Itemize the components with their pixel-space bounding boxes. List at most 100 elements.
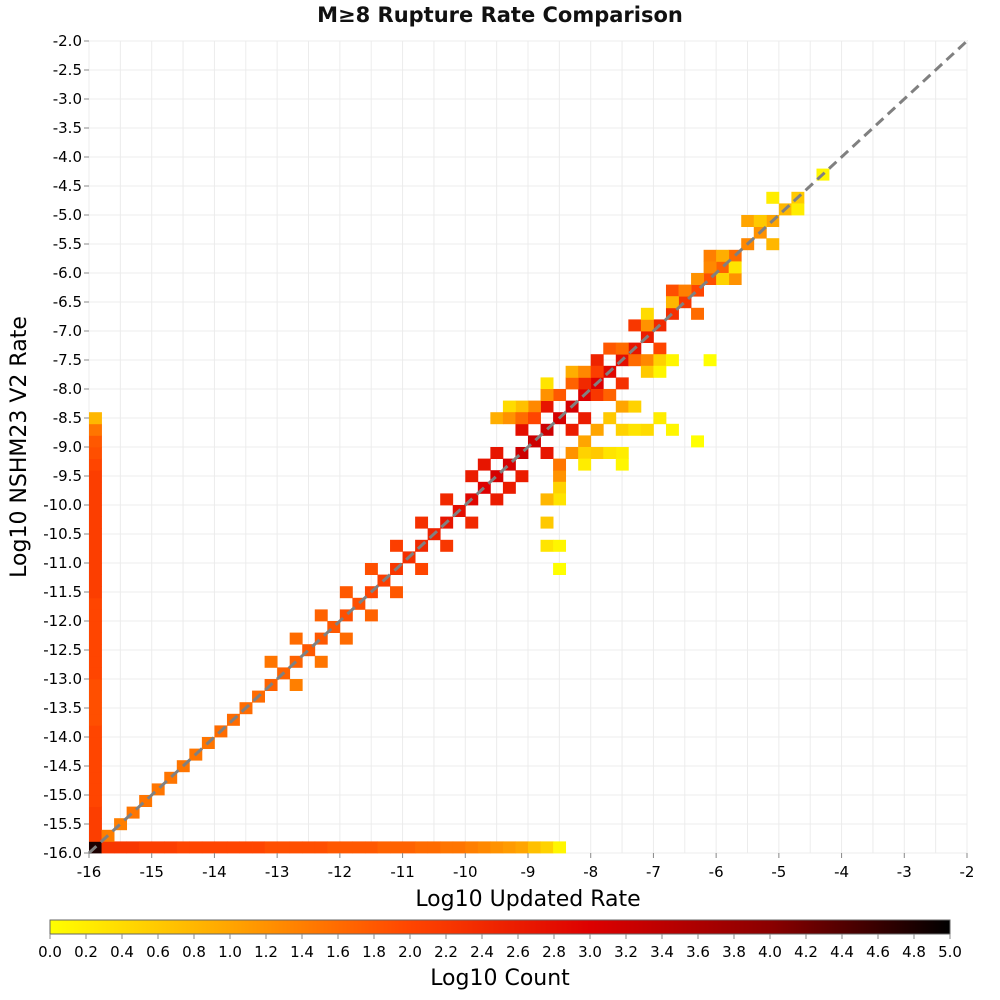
colorbar-tick-label: 0.0 bbox=[38, 943, 62, 961]
heatmap-cell bbox=[440, 493, 454, 506]
heatmap-cell bbox=[653, 365, 667, 378]
heatmap-cell bbox=[89, 795, 102, 807]
heatmap-cell bbox=[89, 829, 102, 842]
y-tick-label: -12.5 bbox=[43, 641, 82, 659]
heatmap-cell bbox=[502, 400, 516, 413]
heatmap-cell bbox=[553, 481, 567, 494]
heatmap-cell bbox=[540, 841, 554, 854]
heatmap-cell bbox=[665, 423, 679, 436]
reference-diagonal-line bbox=[87, 39, 969, 855]
heatmap-cell bbox=[703, 261, 717, 274]
colorbar bbox=[49, 919, 951, 935]
heatmap-cell bbox=[364, 609, 378, 622]
heatmap-cell bbox=[490, 447, 504, 459]
heatmap-cell bbox=[176, 841, 190, 854]
heatmap-cell bbox=[252, 841, 265, 854]
y-tick-label: -5.5 bbox=[53, 235, 82, 253]
heatmap-cell bbox=[766, 238, 780, 251]
heatmap-cell bbox=[528, 841, 541, 854]
heatmap-cell bbox=[302, 841, 316, 854]
heatmap-cell bbox=[465, 470, 479, 483]
heatmap-cell bbox=[415, 516, 429, 529]
heatmap-cell bbox=[314, 841, 328, 854]
heatmap-cell bbox=[590, 354, 604, 367]
heatmap-cell bbox=[89, 655, 102, 668]
y-tick-label: -9.5 bbox=[53, 467, 82, 485]
x-tick-label: -3 bbox=[897, 863, 912, 881]
y-tick-label: -2.0 bbox=[53, 32, 82, 50]
heatmap-cell bbox=[578, 435, 592, 448]
heatmap-cell bbox=[289, 632, 303, 645]
heatmap-cell bbox=[89, 563, 102, 575]
heatmap-cell bbox=[653, 342, 667, 355]
heatmap-cell bbox=[139, 841, 153, 854]
heatmap-cell bbox=[528, 412, 541, 425]
heatmap-cell bbox=[364, 841, 378, 854]
heatmap-cell bbox=[753, 215, 767, 227]
x-axis-ticks: -16 -15 -14 -13 -12 -11 -10 -9 -8 -7 -6 -5 -4 -3 -2 bbox=[77, 853, 975, 881]
heatmap-cell bbox=[390, 841, 403, 854]
heatmap-cell bbox=[640, 319, 654, 332]
heatmap-cell bbox=[553, 539, 567, 552]
x-tick-label: -14 bbox=[202, 863, 227, 881]
colorbar-ticks: 0.0 0.2 0.4 0.6 0.8 1.0 1.2 1.4 1.6 1.8 2.0 2.2 2.4 2… bbox=[38, 934, 962, 961]
heatmap-cell bbox=[89, 435, 102, 448]
colorbar-tick-label: 3.2 bbox=[614, 943, 638, 961]
heatmap-cell bbox=[314, 655, 328, 668]
heatmap-cell bbox=[502, 841, 516, 854]
x-tick-label: -2 bbox=[960, 863, 975, 881]
heatmap-cell bbox=[264, 655, 278, 668]
heatmap-cell bbox=[603, 447, 617, 459]
heatmap-cell bbox=[239, 841, 253, 854]
heatmap-cell bbox=[89, 713, 102, 726]
heatmap-cell bbox=[640, 307, 654, 320]
heatmap-cell bbox=[540, 493, 554, 506]
heatmap-cell bbox=[603, 389, 617, 401]
heatmap-cell bbox=[339, 841, 353, 854]
heatmap-cell bbox=[540, 389, 554, 401]
heatmap-cell bbox=[465, 516, 479, 529]
heatmap-cell bbox=[114, 841, 128, 854]
heatmap-cell bbox=[89, 818, 102, 831]
heatmap-cell bbox=[339, 632, 353, 645]
y-axis-ticks: -2.0 -2.5 -3.0 -3.5 -4.0 -4.5 -5.0 -5.5 -6.0 -6.5… bbox=[43, 32, 89, 862]
heatmap-cell bbox=[628, 423, 642, 436]
heatmap-cell bbox=[415, 563, 429, 575]
heatmap-cell bbox=[490, 841, 504, 854]
heatmap-cell bbox=[716, 249, 730, 262]
heatmap-cell bbox=[440, 841, 454, 854]
heatmap-cell bbox=[590, 365, 604, 378]
y-tick-label: -10.5 bbox=[43, 525, 82, 543]
heatmap-cell bbox=[89, 539, 102, 552]
colorbar-tick-label: 5.0 bbox=[938, 943, 962, 961]
heatmap-cell bbox=[89, 760, 102, 773]
y-tick-label: -3.0 bbox=[53, 90, 82, 108]
heatmap-cell bbox=[390, 539, 403, 552]
y-tick-label: -3.5 bbox=[53, 119, 82, 137]
heatmap-cell bbox=[89, 574, 102, 587]
x-tick-label: -15 bbox=[139, 863, 164, 881]
heatmap-cell bbox=[390, 586, 403, 599]
heatmap-cell bbox=[89, 644, 102, 657]
heatmap-cell bbox=[89, 702, 102, 715]
heatmap-cell bbox=[89, 690, 102, 703]
heatmap-cell bbox=[89, 447, 102, 459]
heatmap-cell bbox=[289, 841, 303, 854]
heatmap-cell bbox=[665, 284, 679, 297]
x-tick-label: -11 bbox=[390, 863, 415, 881]
heatmap-cell bbox=[665, 296, 679, 309]
heatmap-cell bbox=[89, 516, 102, 529]
heatmap-cell bbox=[89, 493, 102, 506]
colorbar-tick-label: 2.4 bbox=[470, 943, 494, 961]
heatmap-cell bbox=[653, 412, 667, 425]
heatmap-cell bbox=[515, 412, 529, 425]
heatmap-cell bbox=[578, 447, 592, 459]
y-tick-label: -4.0 bbox=[53, 148, 82, 166]
heatmap-cell bbox=[703, 249, 717, 262]
heatmap-cell bbox=[89, 609, 102, 622]
heatmap-cell bbox=[89, 528, 102, 541]
heatmap-cell bbox=[691, 435, 704, 448]
heatmap-cell bbox=[615, 400, 629, 413]
heatmap-cell bbox=[89, 632, 102, 645]
y-tick-label: -16.0 bbox=[43, 844, 82, 862]
